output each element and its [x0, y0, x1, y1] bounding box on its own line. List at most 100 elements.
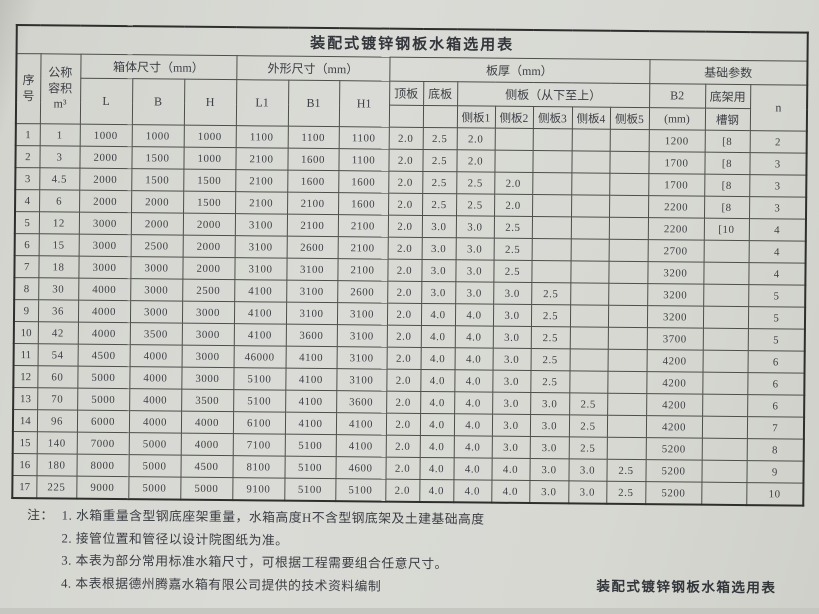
cell-H1: 4600 [335, 456, 386, 480]
cell-H1: 1600 [338, 170, 389, 194]
header-n: n [749, 84, 808, 132]
cell-side3 [532, 194, 572, 217]
cell-B1: 2600 [286, 236, 338, 259]
cell-L1: 2100 [235, 147, 288, 171]
cell-side4 [571, 128, 610, 152]
cell-B1: 1600 [287, 148, 339, 171]
cell-seq: 9 [13, 299, 39, 322]
cell-B: 2000 [130, 212, 184, 236]
cell-H1: 3100 [336, 324, 387, 348]
cell-H: 4000 [180, 433, 233, 456]
cell-seq: 7 [14, 255, 39, 278]
cell-bottom_plate: 4.0 [420, 391, 455, 414]
cell-n: 3 [749, 174, 807, 198]
cell-B2: 5200 [645, 459, 702, 483]
cell-seq: 16 [12, 453, 37, 476]
cell-bottom_plate: 3.0 [421, 237, 456, 260]
cell-L: 4000 [77, 300, 131, 323]
cell-B2: 4200 [645, 415, 703, 439]
cell-seq: 4 [15, 189, 40, 212]
cell-volume: 225 [36, 475, 77, 499]
cell-side2: 3.0 [493, 282, 532, 305]
cell-n: 4 [748, 240, 806, 264]
cell-top_plate: 2.0 [387, 215, 423, 238]
cell-seq: 12 [13, 365, 38, 388]
cell-H1: 1600 [338, 192, 389, 216]
cell-L: 5000 [77, 366, 130, 389]
header-outer-size-group: 外形尺寸（mm） [236, 55, 390, 82]
cell-L1: 7100 [232, 433, 285, 457]
cell-seq: 5 [14, 211, 40, 234]
cell-n: 7 [746, 416, 805, 440]
cell-L: 2000 [79, 168, 132, 191]
header-top-plate: 顶板 [389, 81, 424, 106]
cell-seq: 1 [15, 123, 40, 146]
cell-n: 4 [748, 218, 807, 242]
cell-H: 3500 [181, 389, 234, 412]
cell-side1: 3.0 [455, 259, 494, 283]
cell-side1: 2.0 [456, 149, 495, 173]
bottom-caption: 装配式镀锌钢板水箱选用表 [596, 578, 777, 596]
header-B1: B1 [287, 80, 340, 127]
cell-side4 [570, 216, 609, 240]
header-box-size-group: 箱体尺寸（mm） [80, 54, 237, 80]
cell-side4 [569, 304, 609, 328]
cell-B1: 3600 [285, 324, 337, 347]
cell-side3 [531, 216, 572, 239]
cell-side4 [569, 348, 608, 372]
cell-channel_steel [702, 306, 749, 329]
cell-side4: 3.0 [568, 480, 607, 504]
cell-side1: 4.0 [454, 369, 493, 393]
cell-L: 8000 [76, 454, 129, 477]
header-side2: 侧板2 [494, 106, 534, 129]
cell-B1: 4100 [285, 368, 337, 391]
cell-H1: 4100 [335, 412, 387, 436]
cell-bottom_plate: 4.0 [419, 479, 454, 503]
cell-L1: 6100 [232, 411, 286, 435]
cell-channel_steel: [10 [703, 218, 749, 241]
cell-bottom_plate: 4.0 [419, 457, 454, 480]
cell-side4 [571, 194, 610, 218]
cell-bottom_plate: 2.5 [422, 149, 457, 172]
cell-side2: 3.0 [491, 436, 530, 459]
cell-H1: 4100 [335, 434, 386, 458]
cell-side4: 2.5 [568, 414, 608, 438]
header-bottom-plate-empty [422, 105, 458, 128]
cell-side3: 2.5 [530, 326, 570, 349]
cell-H: 2500 [182, 279, 235, 302]
cell-side2: 4.0 [491, 480, 530, 504]
cell-top_plate: 2.0 [385, 457, 420, 480]
cell-top_plate: 2.0 [386, 391, 421, 414]
cell-L1: 4100 [234, 279, 287, 303]
cell-H1: 2100 [337, 258, 388, 282]
cell-B1: 4100 [285, 346, 337, 369]
cell-side3 [532, 150, 572, 173]
cell-H1: 3600 [336, 390, 387, 414]
cell-side1: 2.5 [456, 171, 495, 195]
cell-B2: 4200 [646, 349, 703, 373]
cell-side1: 4.0 [453, 479, 492, 503]
header-thickness-group: 板厚（mm） [389, 57, 650, 84]
cell-side3: 2.5 [531, 282, 571, 305]
header-side-plates-group: 侧板（从下至上） [457, 81, 650, 108]
cell-B2: 3200 [647, 261, 704, 285]
cell-n: 5 [747, 306, 806, 330]
header-top-plate-empty [388, 105, 424, 128]
cell-n: 4 [748, 262, 806, 286]
cell-volume: 15 [38, 233, 79, 257]
cell-B: 1000 [131, 124, 184, 148]
cell-n: 3 [749, 152, 807, 176]
cell-B: 3000 [130, 278, 183, 302]
cell-H: 2000 [182, 213, 236, 236]
cell-B: 1500 [131, 146, 184, 170]
cell-H: 5000 [180, 477, 233, 501]
cell-H: 1500 [183, 169, 236, 192]
cell-top_plate: 2.0 [388, 171, 423, 194]
cell-channel_steel: [8 [704, 174, 750, 197]
cell-top_plate: 2.0 [385, 435, 420, 458]
cell-side2: 2.0 [494, 194, 533, 217]
cell-side1: 4.0 [453, 413, 493, 437]
cell-L: 3000 [78, 234, 131, 257]
cell-side1: 3.0 [455, 215, 495, 239]
cell-top_plate: 2.0 [388, 149, 423, 172]
